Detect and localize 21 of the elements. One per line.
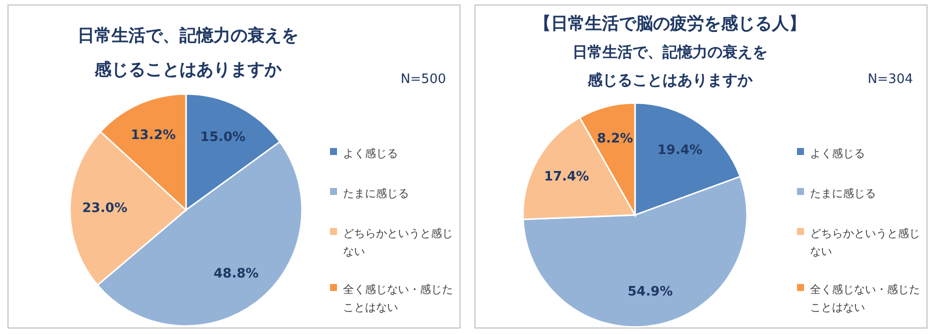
legend-label: どちらかというと感じない — [810, 227, 920, 258]
chart-title: 日常生活で、記憶力の衰えを感じることはありますか — [78, 26, 298, 80]
data-label: 17.4% — [544, 169, 590, 184]
chart-title: 【日常生活で脳の疲労を感じる人】 — [534, 14, 806, 34]
chart-subtitle: 日常生活で、記憶力の衰えを感じることはありますか — [572, 43, 768, 89]
data-label: 13.2% — [130, 128, 176, 144]
legend-label: よく感じる — [810, 147, 865, 160]
legend-label: 全く感じない・感じたことはない — [343, 283, 453, 314]
data-label: 54.9% — [628, 284, 673, 300]
text: N=500 — [400, 72, 446, 87]
data-label: 48.8% — [214, 266, 259, 282]
legend-label: たまに感じる — [810, 187, 876, 200]
text: N=304 — [868, 72, 913, 87]
legend-label: よく感じる — [343, 147, 398, 160]
legend-label: どちらかというと感じない — [343, 227, 453, 258]
data-label: 15.0% — [200, 130, 246, 146]
data-label: 19.4% — [657, 143, 702, 158]
data-label: 8.2% — [596, 132, 634, 147]
legend-label: 全く感じない・感じたことはない — [810, 283, 920, 314]
legend-label: たまに感じる — [343, 187, 409, 200]
data-label: 23.0% — [82, 200, 128, 216]
